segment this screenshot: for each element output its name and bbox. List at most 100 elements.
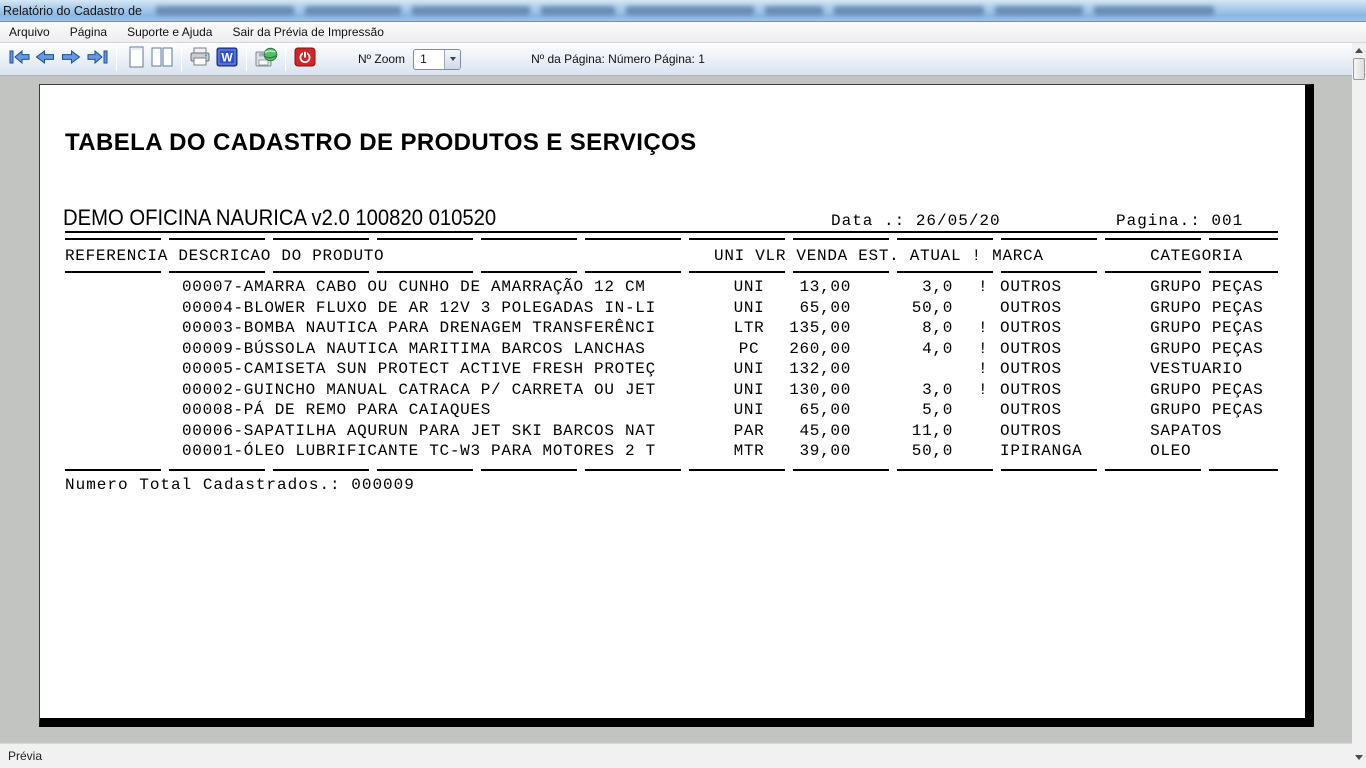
menu-sair-da-previa[interactable]: Sair da Prévia de Impressão <box>232 25 384 39</box>
window-title: Relatório do Cadastro de <box>3 3 142 18</box>
cell-cat: GRUPO PEÇAS <box>1150 401 1264 420</box>
menu-arquivo[interactable]: Arquivo <box>9 25 50 39</box>
scrollbar-thumb[interactable] <box>1353 58 1365 80</box>
title-bar: Relatório do Cadastro de <box>0 0 1366 22</box>
table-row: 00008-PÁ DE REMO PARA CAIAQUES UNI 65,00 5,… <box>65 400 1278 421</box>
cell-alert: ! <box>978 360 989 379</box>
toolbar-separator <box>285 47 286 71</box>
cell-ref <box>65 277 182 298</box>
cell-est: 8,0 <box>922 319 954 338</box>
cell-marca: OUTROS <box>1000 339 1062 358</box>
redacted-title-text <box>155 6 1214 15</box>
scroll-down-button[interactable] <box>1352 750 1366 765</box>
cell-vlr: 45,00 <box>799 421 852 440</box>
menu-suporte-e-ajuda[interactable]: Suporte e Ajuda <box>127 25 213 39</box>
print-icon <box>189 46 213 73</box>
cell-alert: ! <box>978 380 989 399</box>
header-referencia-descricao: REFERENCIA DESCRICAO DO PRODUTO <box>65 247 385 265</box>
cell-marca: OUTROS <box>1000 298 1062 317</box>
report-page: TABELA DO CADASTRO DE PRODUTOS E SERVIÇO… <box>39 84 1314 727</box>
cell-vlr: 260,00 <box>789 339 852 358</box>
zoom-select[interactable]: 1 <box>413 48 462 70</box>
cell-est: 3,0 <box>922 278 954 297</box>
table-row: 00007-AMARRA CABO OU CUNHO DE AMARRAÇÃO … <box>65 277 1278 298</box>
cell-cat: SAPATOS <box>1150 421 1223 440</box>
report-table: REFERENCIA DESCRICAO DO PRODUTO UNI VLR … <box>65 245 1278 462</box>
cell-marca: OUTROS <box>1000 380 1062 399</box>
rule-line <box>65 238 1278 240</box>
next-page-icon <box>61 49 81 69</box>
rule-line <box>65 231 1278 233</box>
cell-ref <box>65 421 182 442</box>
cell-est: 4,0 <box>922 339 954 358</box>
cell-vlr: 65,00 <box>799 298 852 317</box>
last-page-button[interactable] <box>84 46 110 72</box>
cell-ref <box>65 339 182 360</box>
cell-alert: ! <box>978 319 989 338</box>
cell-uni: UNI <box>733 401 765 420</box>
cell-uni: UNI <box>733 380 765 399</box>
two-page-view-icon <box>150 45 174 74</box>
two-page-view-button[interactable] <box>149 46 175 72</box>
single-page-view-button[interactable] <box>123 46 149 72</box>
cell-cat: GRUPO PEÇAS <box>1150 319 1264 338</box>
close-preview-icon <box>294 47 316 72</box>
cell-cat: GRUPO PEÇAS <box>1150 339 1264 358</box>
cell-est <box>856 359 956 380</box>
next-page-button[interactable] <box>58 46 84 72</box>
export-word-button[interactable]: W <box>214 46 240 72</box>
table-row: 00009-BÚSSOLA NAUTICA MARITIMA BARCOS LA… <box>65 339 1278 360</box>
close-preview-button[interactable] <box>292 46 318 72</box>
cell-est: 50,0 <box>911 298 954 317</box>
table-header-row: REFERENCIA DESCRICAO DO PRODUTO UNI VLR … <box>65 245 1278 277</box>
previous-page-button[interactable] <box>32 46 58 72</box>
table-row: 00005-CAMISETA SUN PROTECT ACTIVE FRESH … <box>65 359 1278 380</box>
rule-line <box>65 469 1278 471</box>
export-html-button[interactable] <box>253 46 279 72</box>
chevron-down-icon <box>449 57 456 61</box>
preview-area[interactable]: TABELA DO CADASTRO DE PRODUTOS E SERVIÇO… <box>0 76 1352 743</box>
cell-marca: OUTROS <box>1000 319 1062 338</box>
cell-uni: PC <box>738 339 760 358</box>
status-text: Prévia <box>8 749 43 763</box>
cell-desc: 00006-SAPATILHA AQURUN PARA JET SKI BARC… <box>182 421 656 440</box>
cell-desc: 00003-BOMBA NAUTICA PARA DRENAGEM TRANSF… <box>182 319 656 338</box>
vertical-scrollbar[interactable] <box>1352 43 1366 768</box>
cell-marca: OUTROS <box>1000 421 1062 440</box>
first-page-button[interactable] <box>6 46 32 72</box>
cell-uni: PAR <box>733 421 765 440</box>
cell-desc: 00002-GUINCHO MANUAL CATRACA P/ CARRETA … <box>182 380 656 399</box>
menu-bar: Arquivo Página Suporte e Ajuda Sair da P… <box>0 22 1366 43</box>
report-title: TABELA DO CADASTRO DE PRODUTOS E SERVIÇO… <box>65 129 697 156</box>
header-uni-vlr-est-marca: UNI VLR VENDA EST. ATUAL ! MARCA <box>714 247 1044 265</box>
table-row: 00004-BLOWER FLUXO DE AR 12V 3 POLEGADAS… <box>65 298 1278 319</box>
export-word-icon: W <box>216 47 238 72</box>
cell-alert <box>956 400 994 421</box>
cell-est: 5,0 <box>922 401 954 420</box>
cell-desc: 00007-AMARRA CABO OU CUNHO DE AMARRAÇÃO … <box>182 278 646 297</box>
cell-vlr: 132,00 <box>789 360 852 379</box>
zoom-dropdown-button[interactable] <box>444 49 461 69</box>
cell-ref <box>65 441 182 462</box>
report-table-body: 00007-AMARRA CABO OU CUNHO DE AMARRAÇÃO … <box>65 277 1278 462</box>
export-html-icon <box>254 46 278 73</box>
toolbar: W Nº Zoom 1 Nº da Página: Número Página:… <box>0 43 1352 76</box>
cell-est: 11,0 <box>911 421 954 440</box>
cell-vlr: 65,00 <box>799 401 852 420</box>
menu-pagina[interactable]: Página <box>69 25 108 39</box>
cell-vlr: 130,00 <box>789 380 852 399</box>
cell-marca: OUTROS <box>1000 360 1062 379</box>
cell-marca: IPIRANGA <box>1000 442 1083 461</box>
cell-cat: OLEO <box>1150 442 1192 461</box>
print-button[interactable] <box>188 46 214 72</box>
cell-ref <box>65 380 182 401</box>
cell-alert: ! <box>978 339 989 358</box>
cell-ref <box>65 359 182 380</box>
cell-alert <box>956 421 994 442</box>
table-row: 00001-ÓLEO LUBRIFICANTE TC-W3 PARA MOTOR… <box>65 441 1278 462</box>
scroll-up-button[interactable] <box>1352 43 1366 58</box>
zoom-value: 1 <box>420 52 427 66</box>
cell-vlr: 39,00 <box>799 442 852 461</box>
toolbar-separator <box>181 47 182 71</box>
cell-alert <box>956 441 994 462</box>
